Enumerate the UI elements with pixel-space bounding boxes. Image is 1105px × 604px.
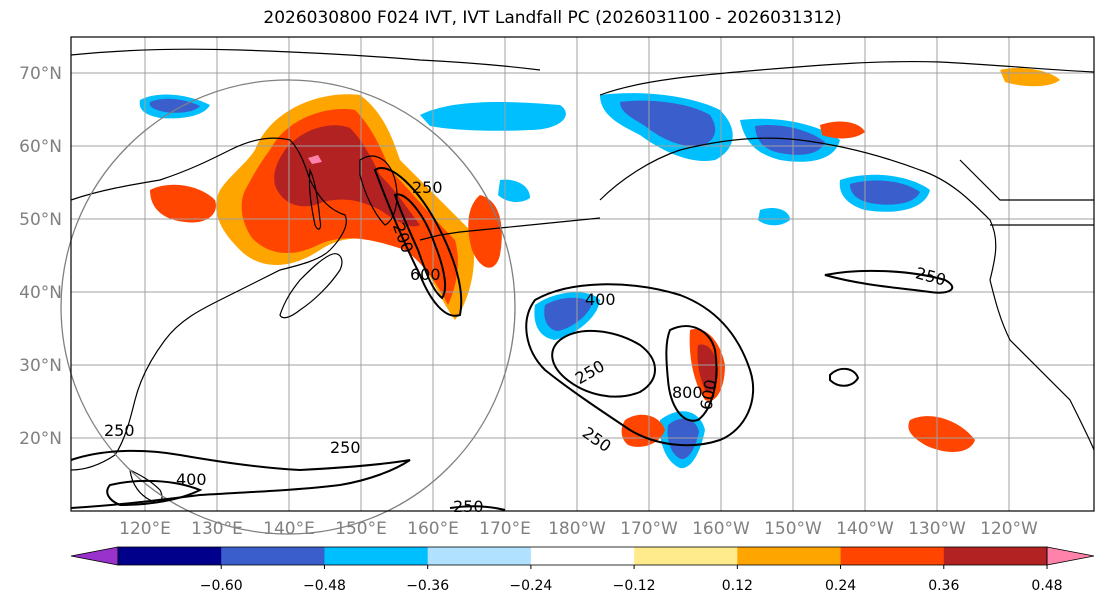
ivt-positive-10	[908, 416, 975, 452]
ivt-negative-6	[758, 208, 790, 226]
contour-label: 400	[176, 470, 207, 489]
contour-east	[824, 269, 954, 294]
lon-label: 170°W	[620, 519, 678, 539]
colorbar-segment	[943, 547, 1048, 565]
colorbar-tick-label: −0.12	[613, 578, 656, 594]
ivt-negative-9b	[667, 418, 699, 460]
contour-kamchatka-outer	[373, 167, 463, 317]
ivt-negative-1b	[149, 98, 200, 113]
ivt-positive-9	[621, 414, 665, 447]
lon-label: 150°E	[335, 519, 387, 539]
longitude-labels: 120°E 130°E 140°E 150°E 160°E 170°E 180°…	[119, 519, 1038, 539]
map-title: 2026030800 F024 IVT, IVT Landfall PC (20…	[263, 8, 842, 28]
lat-label: 30°N	[19, 356, 62, 376]
colorbar-extend-low	[70, 546, 119, 566]
coast-asia	[70, 137, 347, 471]
lat-label: 40°N	[19, 283, 62, 303]
canada-border	[959, 159, 1094, 201]
colorbar-segments	[70, 546, 1095, 566]
colorbar-segment	[427, 547, 532, 565]
coast-arctic-west	[70, 48, 541, 71]
ivt-negative-4b	[755, 124, 825, 155]
contour-gyre-outer	[525, 283, 755, 447]
coast-kamchatka	[359, 155, 398, 226]
coast-sakhalin	[308, 167, 322, 230]
contour-label: 250	[104, 421, 135, 440]
ivt-positive-12	[820, 121, 865, 139]
colorbar-tick-label: −0.36	[406, 578, 449, 594]
gridlines	[71, 37, 1094, 511]
contour-southwest	[70, 449, 411, 509]
coast-aleutians	[419, 217, 601, 241]
colorbar-segment	[324, 547, 429, 565]
lon-label: 180°W	[548, 519, 606, 539]
contour-southwest-2	[106, 479, 203, 507]
contour-label: 800	[672, 383, 703, 402]
colorbar-tick-label: −0.60	[200, 578, 243, 594]
latitude-labels: 70°N 60°N 50°N 40°N 30°N 20°N	[19, 64, 62, 449]
lon-label: 120°E	[119, 519, 171, 539]
colorbar-segment	[840, 547, 945, 565]
landfall-region-circle	[60, 79, 516, 535]
ivt-negative-2	[420, 102, 566, 131]
colorbar-segment	[221, 547, 325, 565]
contour-kamchatka-inner	[393, 193, 447, 300]
coast-alaska	[599, 137, 1095, 451]
ivt-pink-spot	[308, 155, 322, 164]
colorbar-ticks: −0.60 −0.48 −0.36 −0.24 −0.12 0.12 0.24 0.36 0.4…	[200, 565, 1063, 594]
ivt-positive-8b	[697, 344, 718, 393]
contour-gyre-loop	[665, 325, 718, 422]
lat-label: 70°N	[19, 64, 62, 84]
colorbar-tick-label: −0.24	[509, 578, 552, 594]
lat-label: 60°N	[19, 137, 62, 157]
lat-label: 20°N	[19, 429, 62, 449]
ivt-negative-3b	[620, 100, 716, 147]
colorbar-segment	[530, 547, 635, 565]
colorbar-tick-label: 0.24	[825, 578, 856, 594]
lon-label: 140°E	[263, 519, 315, 539]
coastlines	[70, 48, 1095, 503]
lon-label: 140°W	[836, 519, 894, 539]
lon-label: 120°W	[980, 519, 1038, 539]
ivt-positive-chain	[468, 195, 502, 268]
contour-label: 250	[412, 178, 443, 197]
lon-label: 160°W	[692, 519, 750, 539]
ivt-negative-5b	[850, 180, 920, 205]
ivt-negative-8b	[544, 297, 592, 331]
colorbar-tick-label: −0.48	[303, 578, 346, 594]
coast-japan	[279, 253, 343, 319]
contour-label: 600	[410, 265, 441, 284]
lon-label: 150°W	[764, 519, 822, 539]
contour-label: 400	[585, 290, 616, 309]
contour-label: 250	[330, 438, 361, 457]
ivt-positive-west	[150, 184, 216, 223]
colorbar-segment	[634, 547, 738, 565]
lon-label: 170°E	[479, 519, 531, 539]
colorbar-segment	[118, 547, 222, 565]
contour-bottom	[449, 505, 506, 511]
lon-label: 130°E	[191, 519, 243, 539]
colorbar-tick-label: 0.12	[722, 578, 753, 594]
colorbar-segment	[737, 547, 842, 565]
colorbar-extend-high	[1046, 546, 1095, 566]
lon-label: 160°E	[407, 519, 459, 539]
ivt-contours	[70, 167, 954, 511]
contour-gyre-inner	[551, 329, 656, 398]
colorbar-outline	[117, 546, 1048, 566]
lat-label: 50°N	[19, 210, 62, 230]
contour-small-loop	[829, 367, 860, 387]
ivt-negative-7	[498, 179, 530, 202]
coast-arctic	[599, 60, 1095, 96]
lon-label: 130°W	[908, 519, 966, 539]
colorbar-tick-label: 0.48	[1031, 578, 1062, 594]
map-frame	[70, 36, 1095, 512]
colorbar: −0.60 −0.48 −0.36 −0.24 −0.12 0.12 0.24 0.36 0.4…	[70, 546, 1095, 594]
colorbar-tick-label: 0.36	[928, 578, 959, 594]
contour-label: 250	[453, 497, 484, 516]
